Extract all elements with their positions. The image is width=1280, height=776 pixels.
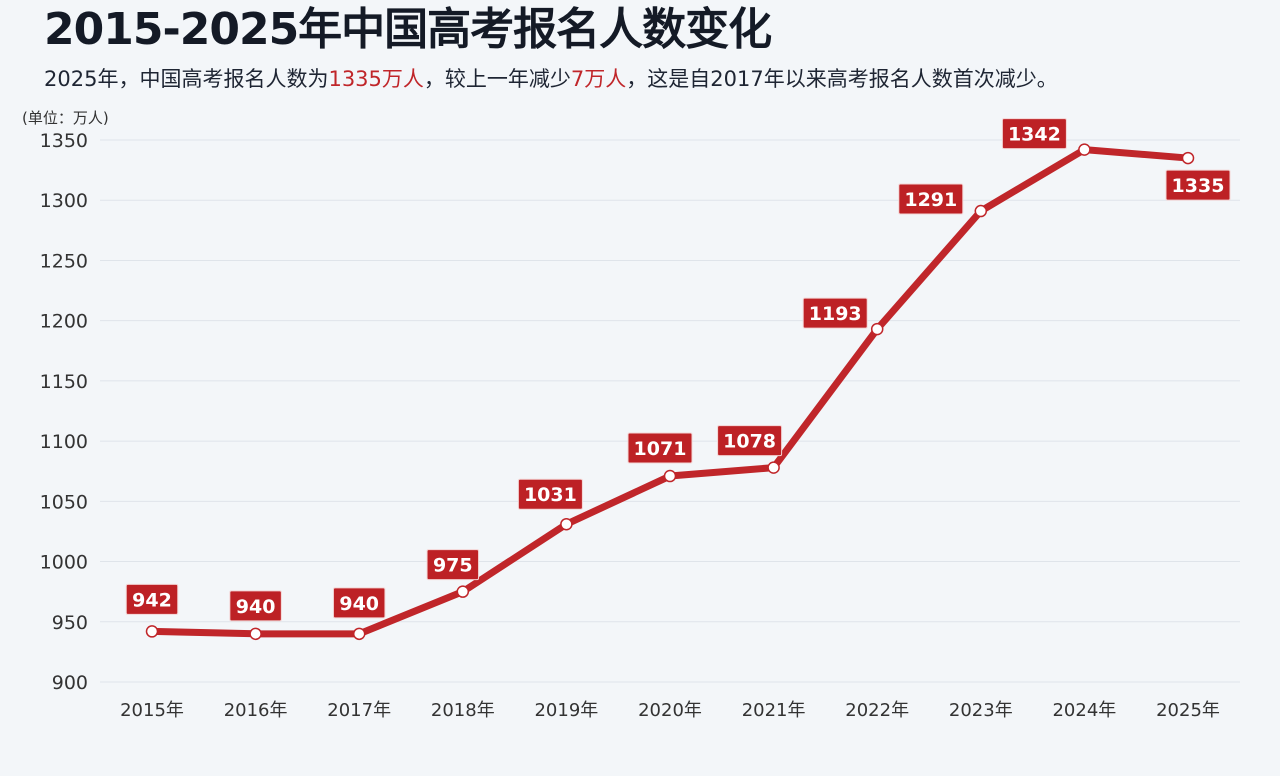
unit-label: (单位：万人) <box>22 109 109 127</box>
x-tick-label: 2018年 <box>431 700 495 721</box>
x-tick-label: 2019年 <box>534 700 598 721</box>
x-tick-label: 2025年 <box>1156 700 1220 721</box>
x-tick-label: 2024年 <box>1052 700 1116 721</box>
data-label: 1078 <box>723 431 776 453</box>
y-tick-label: 950 <box>52 612 88 634</box>
data-label-box <box>229 590 282 622</box>
subtitle-part: 2025年，中国高考报名人数为 <box>44 67 329 91</box>
subtitle-part: ，这是自2017年以来高考报名人数首次减少。 <box>626 67 1058 91</box>
data-label-box <box>125 583 179 615</box>
y-tick-label: 1250 <box>40 250 88 272</box>
data-label-box <box>1001 118 1067 150</box>
chart-title: 2015-2025年中国高考报名人数变化 <box>44 4 772 55</box>
data-point <box>767 461 780 474</box>
x-tick-label: 2015年 <box>120 700 184 721</box>
y-axis: 900 950 1000 1050 1100 1150 1200 1250 1300 1350 <box>40 130 88 694</box>
data-point <box>560 517 573 531</box>
subtitle-highlight: 1335万人 <box>328 67 424 91</box>
data-label: 942 <box>132 589 172 611</box>
data-label: 975 <box>433 555 473 577</box>
x-tick-label: 2021年 <box>742 700 806 721</box>
data-point <box>1078 143 1091 156</box>
y-tick-label: 1150 <box>40 371 88 393</box>
data-label-box <box>627 432 693 464</box>
x-tick-label: 2016年 <box>224 700 288 721</box>
data-point <box>352 627 366 641</box>
data-label: 1071 <box>634 438 687 460</box>
x-tick-label: 2020年 <box>638 700 702 721</box>
x-tick-label: 2022年 <box>845 700 909 721</box>
y-tick-label: 1350 <box>40 130 88 152</box>
data-label: 1193 <box>809 303 862 325</box>
y-tick-label: 900 <box>52 672 88 694</box>
data-label: 1031 <box>524 484 577 506</box>
data-label: 1342 <box>1008 124 1061 146</box>
data-point <box>1181 151 1195 165</box>
data-label: 1291 <box>904 189 957 211</box>
data-point <box>870 322 884 336</box>
x-tick-label: 2023年 <box>949 700 1013 721</box>
y-tick-label: 1100 <box>40 431 88 453</box>
y-tick-label: 1300 <box>40 190 88 212</box>
data-label-box <box>1165 169 1231 201</box>
data-label-box <box>898 183 964 215</box>
data-point <box>663 469 677 483</box>
data-point <box>145 625 159 638</box>
data-label-box <box>517 478 583 510</box>
data-label-box <box>332 587 386 619</box>
data-label: 1335 <box>1172 175 1225 197</box>
data-label-box <box>802 297 868 329</box>
subtitle-part: ，较上一年减少 <box>423 67 571 91</box>
y-tick-label: 1200 <box>40 311 88 333</box>
data-label-box <box>426 549 480 581</box>
y-tick-label: 1000 <box>40 552 88 574</box>
data-point <box>974 204 988 218</box>
data-labels: 942 940 940 975 1031 1071 1078 1193 1291 1342 1335 <box>125 118 1231 622</box>
data-point <box>456 585 470 598</box>
data-point <box>249 627 262 641</box>
data-label: 940 <box>236 596 276 618</box>
data-label-box <box>717 425 783 457</box>
subtitle-highlight: 7万人 <box>570 67 627 91</box>
chart-subtitle: 2025年，中国高考报名人数为1335万人，较上一年减少7万人，这是自2017年… <box>44 64 1058 94</box>
x-axis: 2015年 2016年 2017年 2018年 2019年 2020年 2021年 2022年… <box>120 700 1220 721</box>
data-points <box>145 143 1195 641</box>
x-tick-label: 2017年 <box>327 700 391 721</box>
y-tick-label: 1050 <box>40 491 88 513</box>
data-label: 940 <box>339 593 379 615</box>
